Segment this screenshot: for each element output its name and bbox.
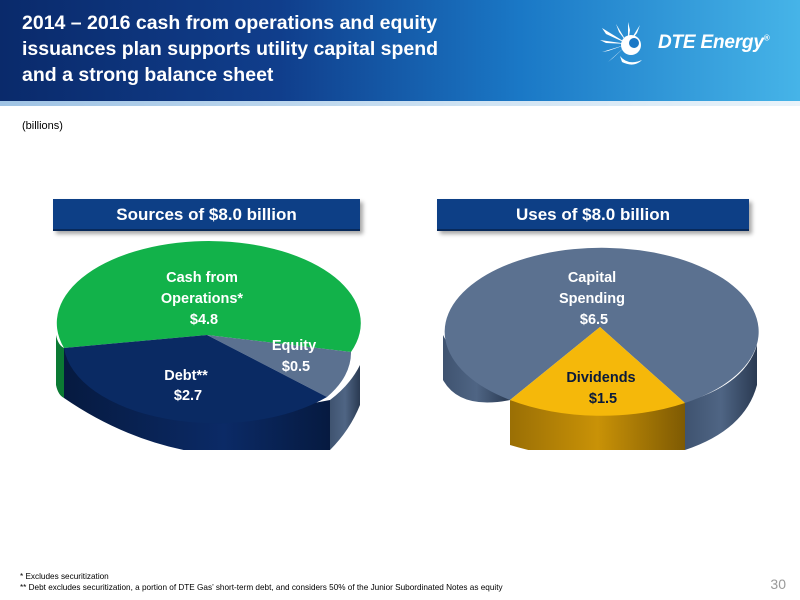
debt-label-value: $2.7 xyxy=(174,388,202,404)
uses-pie: Capital Spending $6.5 Dividends $1.5 xyxy=(443,247,759,450)
logo-wordmark: DTE Energy® xyxy=(658,32,770,54)
slide-title: 2014 – 2016 cash from operations and equ… xyxy=(22,10,542,88)
equity-label-line-1: Equity xyxy=(272,338,316,354)
dte-energy-logo: DTE Energy® xyxy=(598,22,798,72)
capital-spending-label: Capital Spending $6.5 xyxy=(559,270,629,328)
capital-label-line-1: Capital xyxy=(568,270,616,286)
logo-trademark: ® xyxy=(763,33,770,43)
sources-pie: Cash from Operations* $4.8 Equity $0.5 D… xyxy=(56,241,361,450)
equity-label: Equity $0.5 xyxy=(272,338,320,375)
pie-slice-debt xyxy=(64,335,327,424)
header-rule xyxy=(0,101,800,106)
slide-title-line-3: and a strong balance sheet xyxy=(22,64,274,86)
footnote-2: ** Debt excludes securitization, a porti… xyxy=(20,582,503,592)
dividends-label-value: $1.5 xyxy=(589,391,617,407)
dividends-label-line-1: Dividends xyxy=(566,370,635,386)
pie-slice-capital-spending xyxy=(444,247,759,403)
capital-label-line-2: Spending xyxy=(559,291,625,307)
dividends-label: Dividends $1.5 xyxy=(566,370,639,407)
cash-from-operations-label: Cash from Operations* $4.8 xyxy=(161,270,247,328)
units-note: (billions) xyxy=(22,120,63,132)
page-number: 30 xyxy=(770,576,786,592)
pie-slice-equity-side xyxy=(330,365,360,450)
pie-slice-capital-side-right xyxy=(685,345,757,450)
header-bar xyxy=(0,0,800,101)
sunburst-logo-icon xyxy=(600,22,642,65)
cash-label-line-1: Cash from xyxy=(166,270,238,286)
uses-banner: Uses of $8.0 billion xyxy=(437,199,749,231)
cash-label-line-2: Operations* xyxy=(161,291,244,307)
sources-banner: Sources of $8.0 billion xyxy=(53,199,360,231)
footnotes: * Excludes securitization ** Debt exclud… xyxy=(20,572,503,593)
footnote-1: * Excludes securitization xyxy=(20,572,109,581)
logo-wordmark-text: DTE Energy xyxy=(658,32,764,53)
capital-label-value: $6.5 xyxy=(580,312,608,328)
pie-charts: Cash from Operations* $4.8 Equity $0.5 D… xyxy=(56,241,759,450)
debt-label-line-1: Debt** xyxy=(164,368,208,384)
slide-title-line-2: issuances plan supports utility capital … xyxy=(22,38,439,60)
debt-label: Debt** $2.7 xyxy=(164,368,212,404)
equity-label-value: $0.5 xyxy=(282,359,310,375)
pie-slice-cash-from-operations xyxy=(56,241,361,352)
cash-label-value: $4.8 xyxy=(190,312,218,328)
pie-slice-equity xyxy=(207,335,352,397)
pie-slice-debt-side xyxy=(64,348,330,450)
pie-slice-dividends xyxy=(510,327,685,416)
pie-slice-cash-side xyxy=(56,335,64,398)
slide-title-line-1: 2014 – 2016 cash from operations and equ… xyxy=(22,12,438,34)
